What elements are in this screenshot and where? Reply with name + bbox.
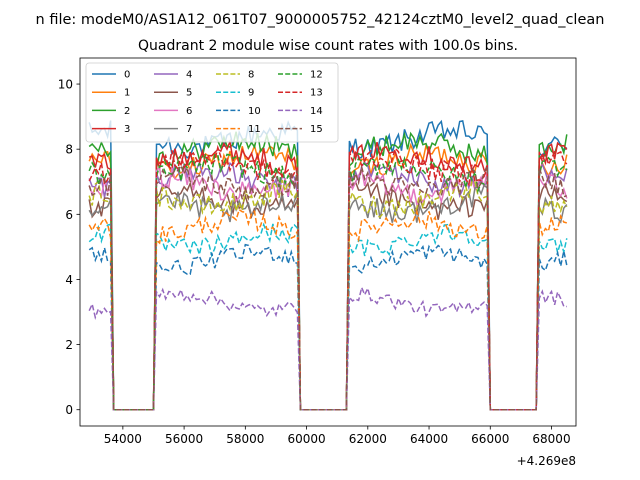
x-tick-label: 56000 xyxy=(165,432,203,446)
x-tick-label: 64000 xyxy=(410,432,448,446)
y-axis: 0 2 4 6 8 10 xyxy=(58,78,80,417)
legend-label-6: 6 xyxy=(186,106,192,117)
y-tick-label: 0 xyxy=(65,403,73,417)
figure-suptitle: n file: modeM0/AS1A12_061T07_9000005752_… xyxy=(36,12,605,28)
legend-label-1: 1 xyxy=(124,88,130,99)
x-tick-label: 60000 xyxy=(287,432,325,446)
x-tick-label: 62000 xyxy=(349,432,387,446)
axes-frame xyxy=(79,57,577,427)
legend-label-8: 8 xyxy=(248,70,254,81)
y-tick-label: 4 xyxy=(65,273,73,287)
x-axis: 54000 56000 58000 60000 62000 64000 66000 68000 xyxy=(104,426,571,446)
x-tick-label: 54000 xyxy=(104,432,142,446)
legend-label-11: 11 xyxy=(248,124,261,135)
series-line-15 xyxy=(88,164,567,411)
legend-label-13: 13 xyxy=(310,88,323,99)
chart-title: Quadrant 2 module wise count rates with … xyxy=(138,38,518,54)
x-tick-label: 68000 xyxy=(532,432,570,446)
plot-area: 54000 56000 58000 60000 62000 64000 66000 68000… xyxy=(58,57,577,446)
legend-label-2: 2 xyxy=(124,106,130,117)
legend-label-15: 15 xyxy=(310,124,323,135)
legend-label-14: 14 xyxy=(310,106,323,117)
legend-label-10: 10 xyxy=(248,106,261,117)
legend-label-5: 5 xyxy=(186,88,192,99)
series-lines xyxy=(88,119,568,411)
legend-label-7: 7 xyxy=(186,124,192,135)
legend-label-4: 4 xyxy=(186,70,192,81)
x-tick-label: 58000 xyxy=(226,432,264,446)
y-tick-label: 2 xyxy=(65,338,73,352)
y-tick-label: 6 xyxy=(65,208,73,222)
y-tick-label: 10 xyxy=(58,78,73,92)
legend-label-3: 3 xyxy=(124,124,130,135)
x-tick-label: 66000 xyxy=(471,432,509,446)
legend-label-0: 0 xyxy=(124,70,130,81)
x-offset-label: +4.269e8 xyxy=(517,454,576,468)
legend-label-12: 12 xyxy=(310,70,323,81)
legend-label-9: 9 xyxy=(248,88,254,99)
y-tick-label: 8 xyxy=(65,143,73,157)
legend-box xyxy=(85,62,339,143)
